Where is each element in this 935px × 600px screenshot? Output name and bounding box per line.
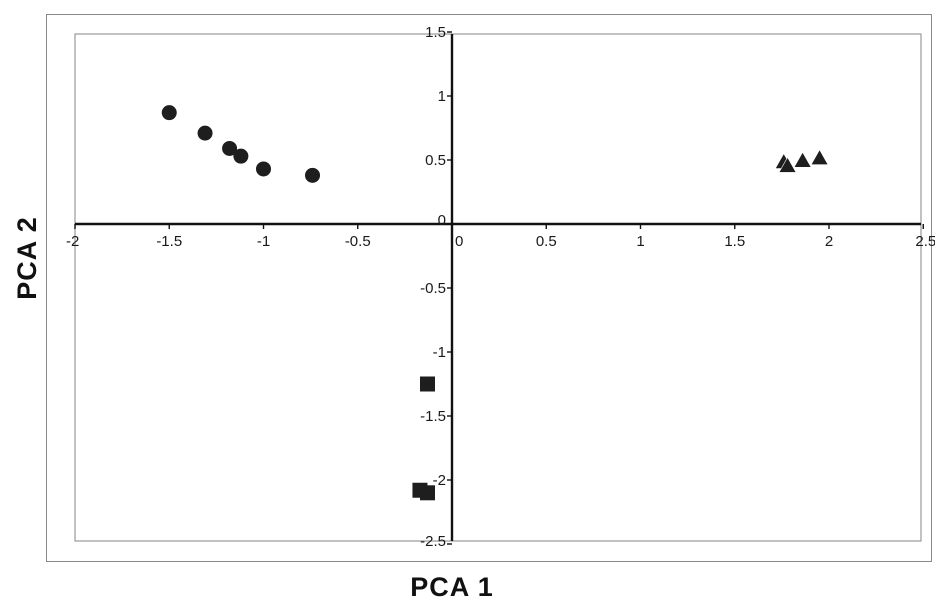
square-point [419, 485, 435, 501]
x-tick-label: 1 [636, 233, 644, 250]
y-tick-label: 1 [438, 88, 446, 105]
tick-labels: -2 -1.5 -1 -0.5 0 0.5 1 1.5 2 2.5 1.5 1 0.5 0 -0.5 -1 -1… [66, 24, 935, 550]
square-point [419, 376, 435, 392]
y-tick-label: -1 [433, 344, 446, 361]
x-tick-label: -2 [66, 233, 79, 250]
circle-point [233, 148, 249, 164]
circle-point [197, 125, 213, 141]
axes [74, 31, 924, 545]
circle-point [161, 105, 177, 121]
x-tick-label: -0.5 [345, 233, 371, 250]
triangle-point [793, 151, 812, 168]
y-tick-label: -2.5 [420, 533, 446, 550]
plot-area-frame [74, 33, 922, 542]
data-points [161, 105, 829, 501]
x-tick-label: 2.5 [915, 233, 935, 250]
x-tick-label: 1.5 [724, 233, 745, 250]
y-axis-title: PCA 2 [12, 216, 42, 300]
y-tick-label: 0 [438, 212, 446, 229]
y-tick-label: -2 [433, 472, 446, 489]
x-tick-label: 0 [455, 233, 463, 250]
triangle-point [810, 149, 829, 166]
circle-point [222, 140, 238, 156]
chart-frame [46, 14, 932, 562]
y-tick-label: 1.5 [425, 24, 446, 41]
x-tick-label: -1.5 [156, 233, 182, 250]
x-tick-label: 2 [825, 233, 833, 250]
circle-point [256, 161, 271, 177]
x-tick-label: 0.5 [536, 233, 557, 250]
x-axis-title: PCA 1 [410, 572, 494, 600]
triangle-point [778, 156, 797, 173]
x-tick-label: -1 [257, 233, 270, 250]
y-tick-label: 0.5 [425, 152, 446, 169]
circle-point [305, 167, 321, 183]
y-tick-label: -1.5 [420, 408, 446, 425]
y-tick-label: -0.5 [420, 280, 446, 297]
